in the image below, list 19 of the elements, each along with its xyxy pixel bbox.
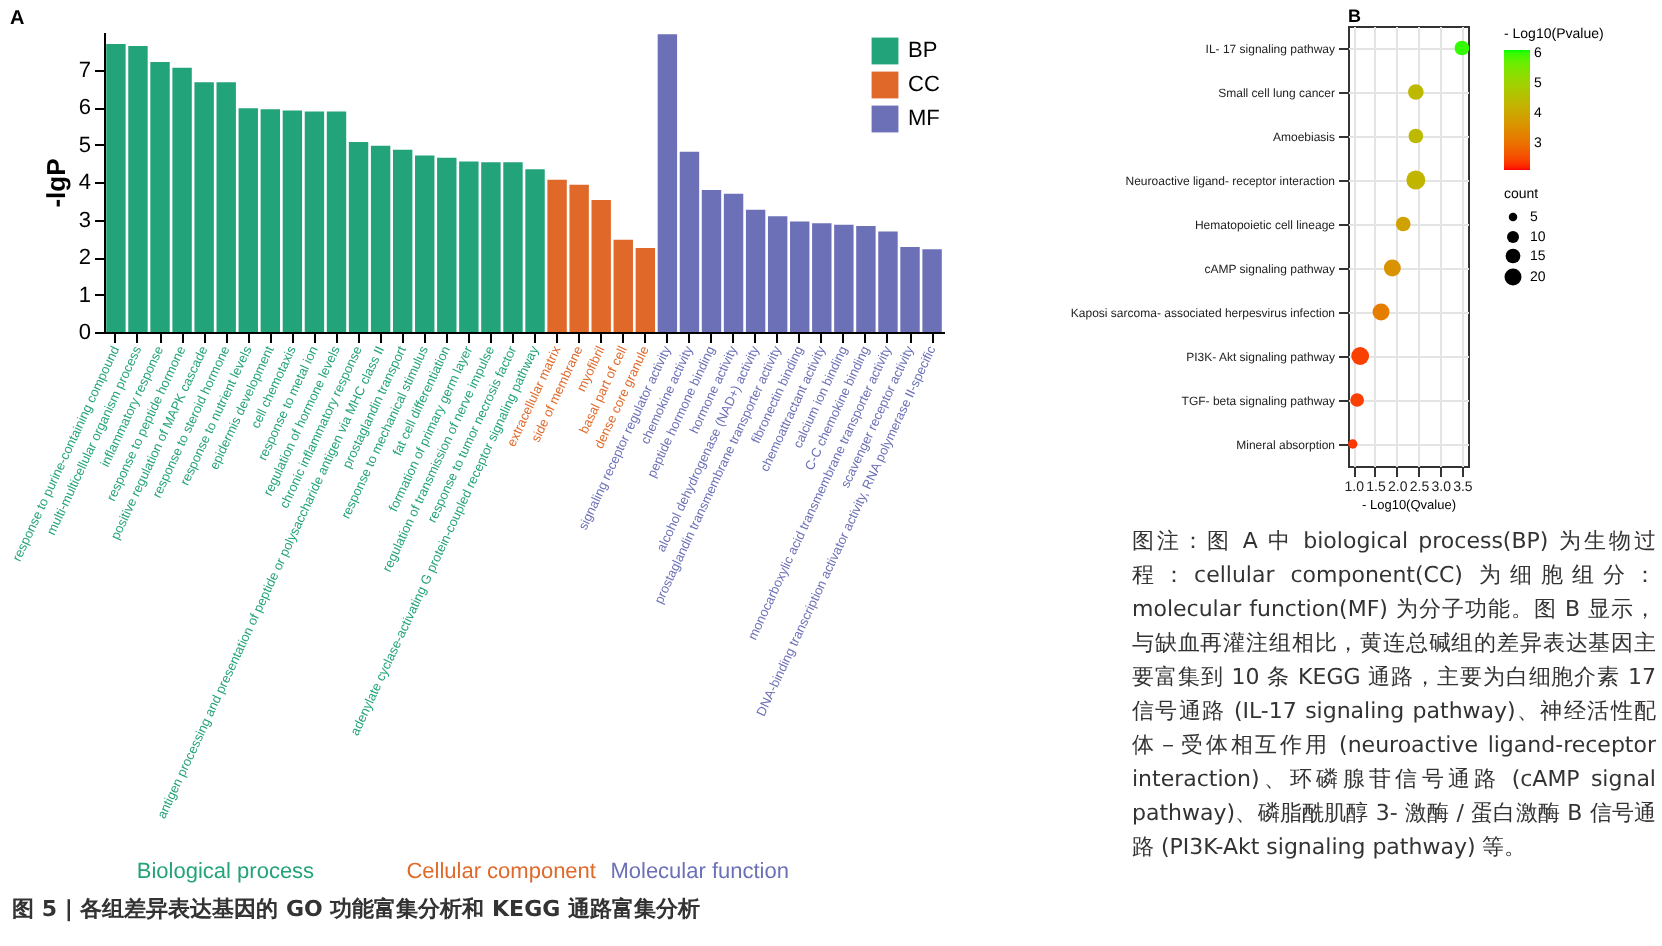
y-tick-label: 2: [78, 246, 91, 270]
y-tick-label: 6: [78, 96, 91, 120]
legend-label: MF: [908, 107, 941, 131]
legend-label: CC: [908, 73, 940, 97]
y-tick-label: 7: [78, 58, 91, 83]
text: Biological process: [136, 860, 315, 884]
text: 图注：图 A 中 biological process(BP) 为生物过程：cellular component(CC) 为细胞组分：molecular function(MF) 为分子功能。图 B 显示，与缺血再灌注组相比，黄连总碱组的差异表达基因主要富集到 10 条 KEGG 通路，主要为白细胞介素 17 信号通路 (IL-17 signaling pathway)、神经活性配体－受体相互作用 (neuroactive ligand-receptor interaction)、环磷腺苷信号通路 (cAMP signal pathway)、磷脂酰肌醇 3- 激酶 / 蛋白激酶 B 信号通路 (PI3K-Akt signaling pathway) 等。: [1132, 528, 1656, 860]
chart-title: A: [9, 8, 25, 30]
text: 图 5 | 各组差异表达基因的 GO 功能富集分析和 KEGG 通路富集分析: [12, 894, 700, 924]
y-tick-label: 3: [78, 208, 91, 233]
y-tick-label: 5: [78, 133, 91, 158]
text: Cellular component: [406, 860, 596, 884]
y-axis-title: -lgP: [40, 157, 71, 208]
y-tick-label: 0: [78, 321, 91, 345]
legend-label: BP: [908, 39, 938, 63]
y-tick-label: 1: [78, 283, 91, 308]
chart-title: B: [1348, 6, 1362, 26]
text: Molecular function: [610, 860, 789, 884]
y-tick-label: 4: [78, 171, 91, 195]
